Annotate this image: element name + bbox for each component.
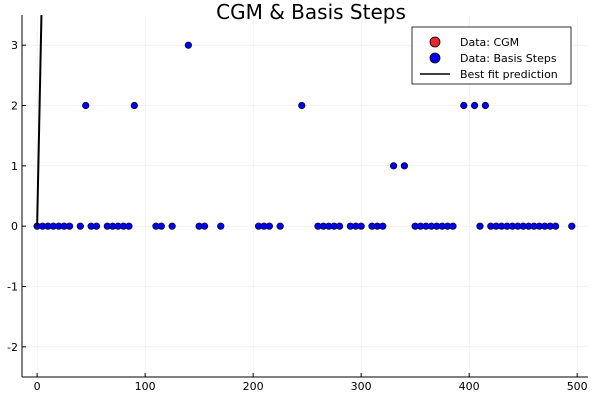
data-point bbox=[470, 101, 479, 110]
legend-label: Best fit prediction bbox=[460, 68, 558, 81]
data-point bbox=[389, 162, 398, 170]
y-tick-label: 2 bbox=[11, 100, 18, 113]
legend-marker bbox=[429, 52, 441, 64]
data-point bbox=[92, 222, 101, 230]
legend-label: Data: CGM bbox=[460, 36, 519, 49]
x-tick-label: 100 bbox=[135, 380, 156, 393]
data-point bbox=[82, 101, 90, 110]
x-tick-label: 200 bbox=[243, 380, 264, 393]
chart-title: CGM & Basis Steps bbox=[216, 0, 406, 24]
x-tick-label: 0 bbox=[34, 380, 41, 393]
y-tick-label: -2 bbox=[7, 341, 18, 354]
y-tick-label: 3 bbox=[11, 39, 18, 52]
data-point bbox=[184, 41, 192, 49]
data-point bbox=[481, 101, 489, 110]
data-point bbox=[551, 222, 560, 230]
data-point bbox=[217, 222, 225, 230]
data-point bbox=[357, 222, 365, 230]
data-point bbox=[130, 101, 138, 110]
plot-layer bbox=[33, 15, 576, 230]
data-point bbox=[400, 162, 408, 170]
best-fit-line bbox=[36, 15, 43, 227]
data-point bbox=[276, 222, 284, 230]
x-tick-label: 500 bbox=[567, 380, 588, 393]
y-tick-label: 1 bbox=[11, 160, 18, 173]
y-tick-label: 0 bbox=[11, 220, 18, 233]
y-tick-label: -1 bbox=[7, 281, 18, 294]
legend-marker bbox=[429, 36, 441, 48]
legend-label: Data: Basis Steps bbox=[460, 52, 557, 65]
grid-layer bbox=[22, 15, 588, 377]
data-point bbox=[298, 101, 306, 110]
data-point bbox=[65, 222, 74, 230]
axes-layer: 0 100 200 300 400 500 -2 -1 0 1 2 3 bbox=[7, 15, 588, 393]
data-point bbox=[168, 222, 176, 230]
data-point bbox=[200, 222, 209, 230]
data-point bbox=[157, 222, 165, 230]
x-tick-label: 300 bbox=[351, 380, 372, 393]
data-point bbox=[379, 222, 387, 230]
data-point bbox=[460, 101, 468, 110]
data-point bbox=[76, 222, 84, 230]
data-point bbox=[449, 222, 457, 230]
x-tick-label: 400 bbox=[459, 380, 480, 393]
legend: Data: CGM Data: Basis Steps Best fit predi… bbox=[411, 26, 572, 85]
data-point bbox=[568, 222, 576, 230]
data-point bbox=[476, 222, 484, 230]
data-point bbox=[335, 222, 344, 230]
data-point bbox=[125, 222, 133, 230]
data-point bbox=[265, 222, 273, 230]
